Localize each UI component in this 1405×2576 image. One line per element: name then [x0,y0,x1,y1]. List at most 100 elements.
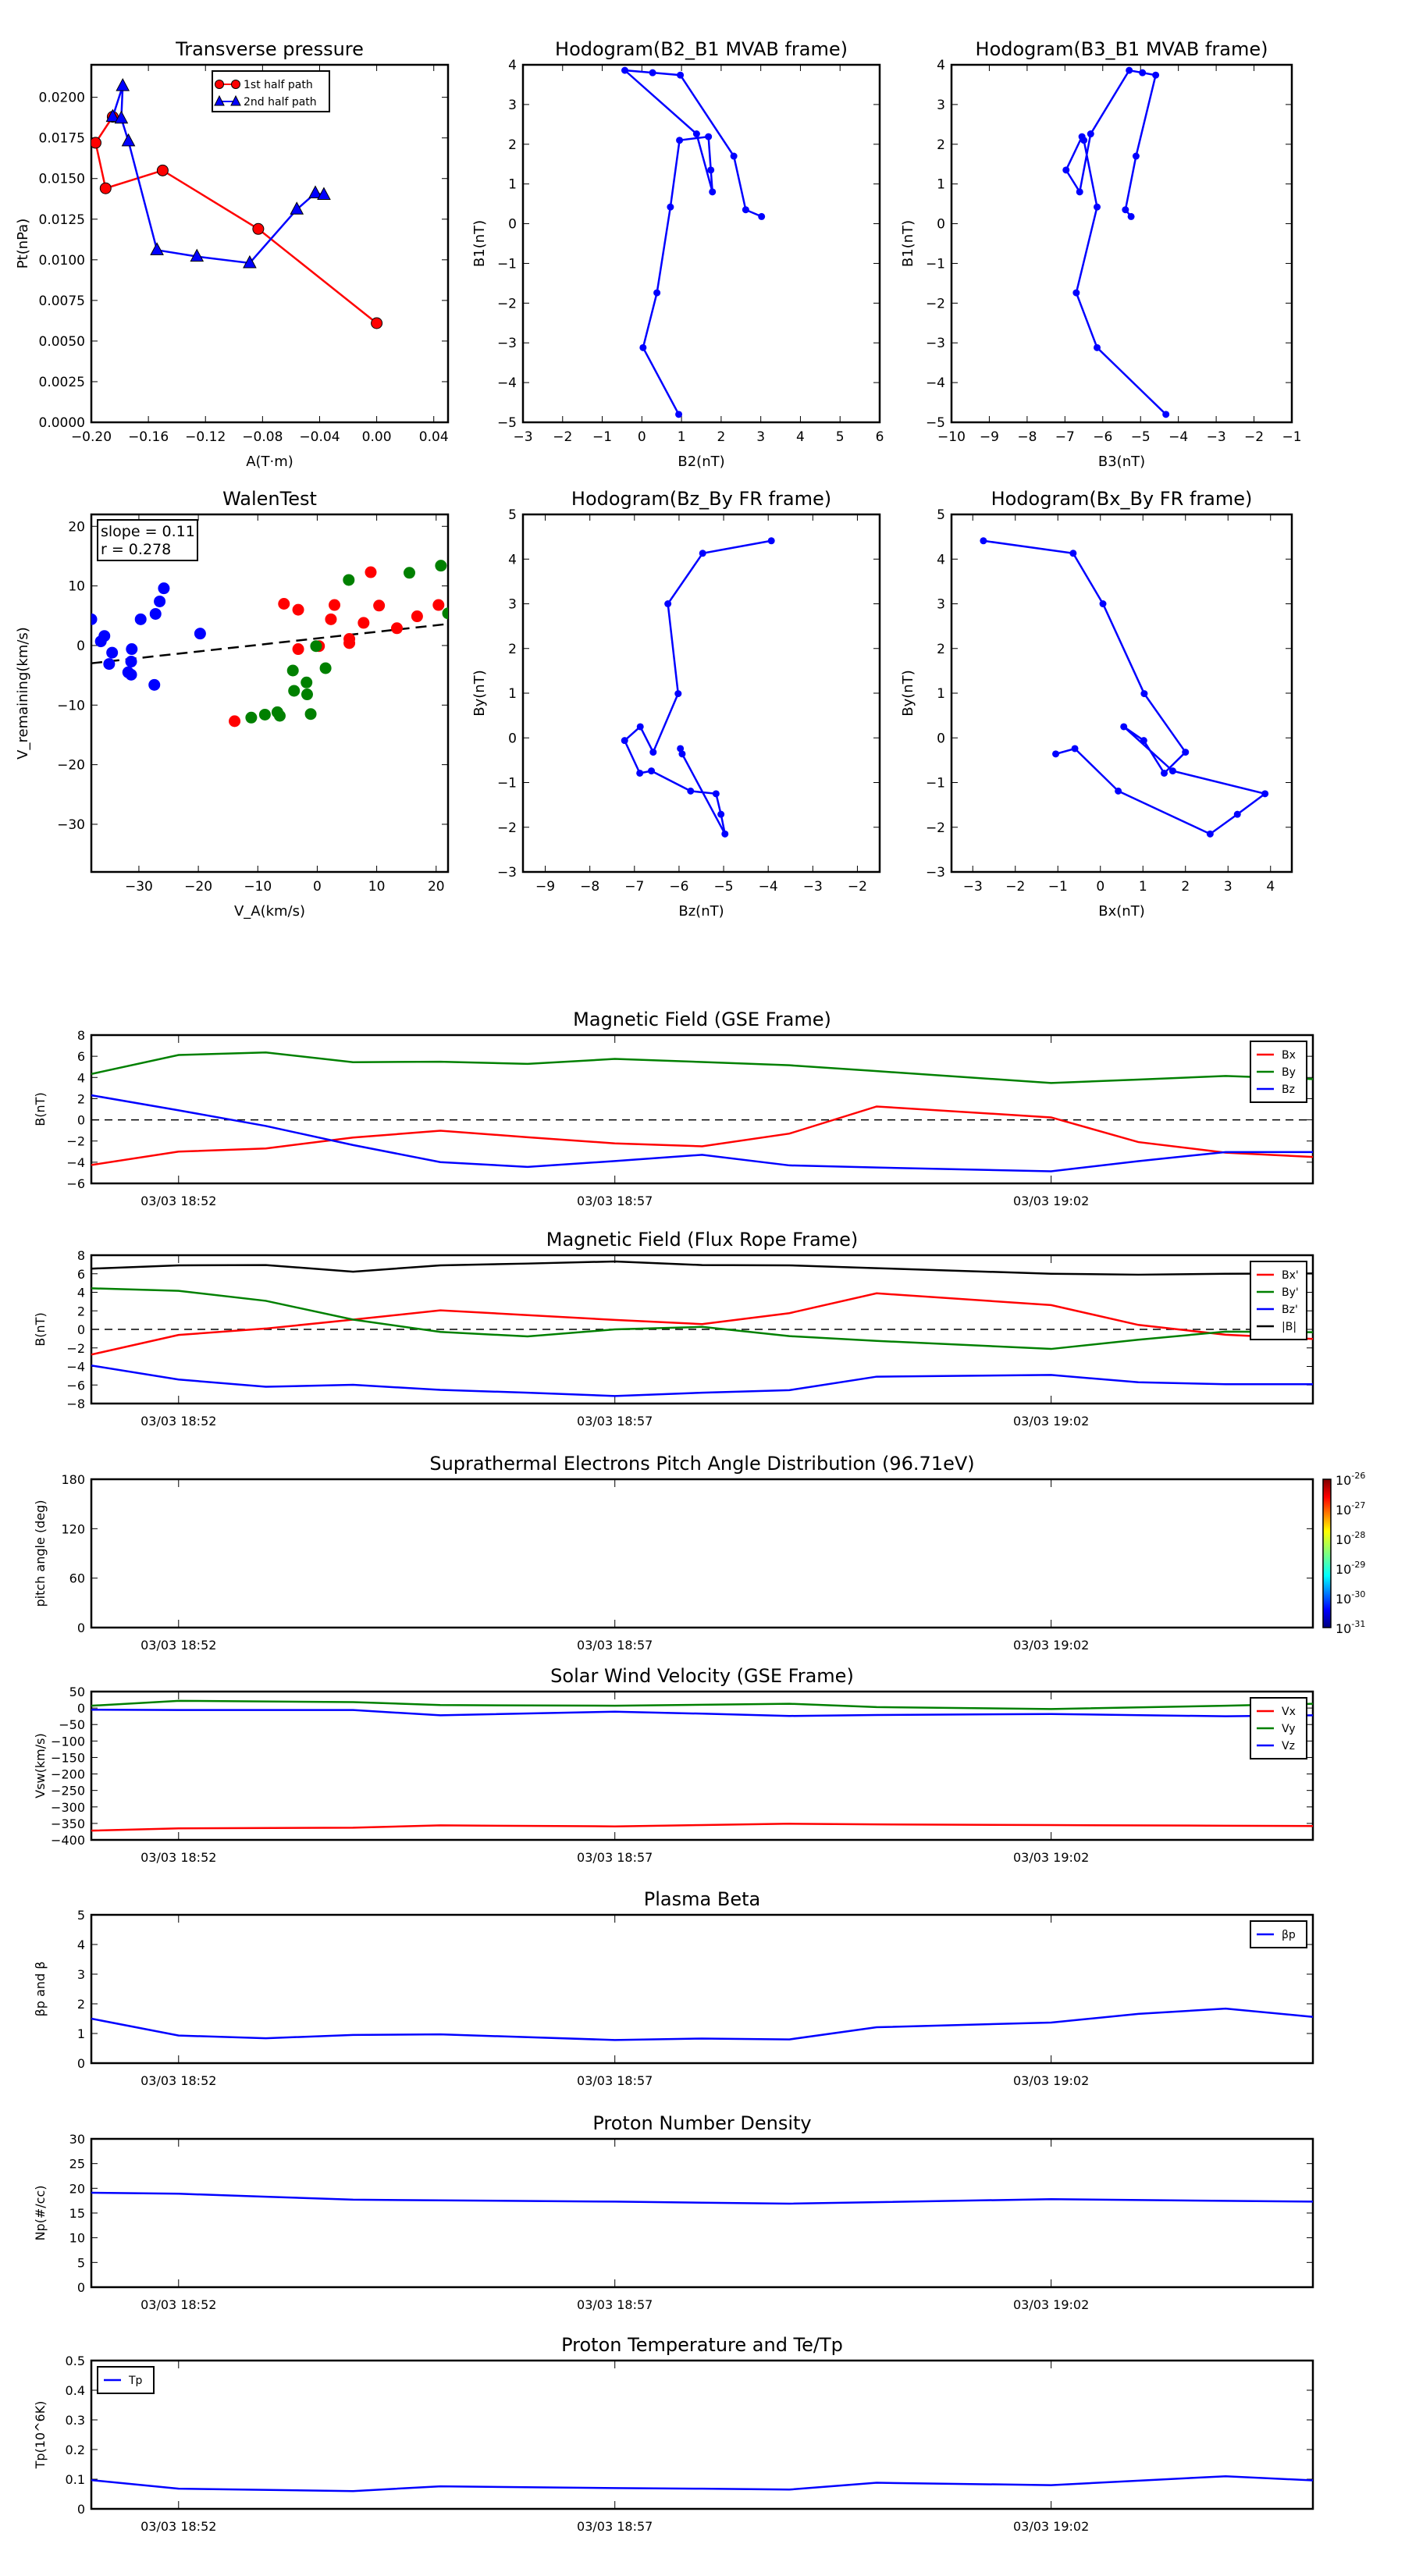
series-y-component [229,566,445,728]
data-point [258,708,271,720]
data-point [648,767,656,775]
series-line [983,539,1268,835]
y-tick-label: 5 [77,2255,85,2270]
colorbar-exponent: -31 [1351,1619,1365,1629]
data-point [442,607,448,620]
legend-label: 2nd half path [244,96,317,109]
legend: Bx By Bz [1250,1041,1307,1103]
colorbar-tick-label: 10-27 [1336,1500,1365,1517]
series-line [623,539,772,834]
x-tick-label: 03/03 19:02 [1013,2297,1089,2312]
data-point [158,582,170,595]
y-tick-label: −5 [497,415,517,431]
chart-title: Hodogram(B2_B1 MVAB frame) [555,38,848,60]
data-point [243,254,257,269]
plot-frame [90,1690,1314,1841]
colorbar-exponent: -28 [1351,1530,1365,1540]
x-tick-label: −3 [513,429,532,445]
x-tick-label: −1 [592,429,612,445]
y-tick-label: 0.0125 [39,212,85,228]
chart-title: Solar Wind Velocity (GSE Frame) [550,1665,854,1687]
y-tick-label: −4 [926,375,945,391]
y-axis-label: Np(#/cc) [33,2186,48,2241]
data-point [99,182,112,194]
y-tick-label: 0 [937,731,945,746]
chart-proton_temperature: Proton Temperature and Te/Tp 0 0.1 0.2 0.3 0.… [33,2334,1314,2534]
plot-frame [90,1034,1314,1185]
data-point [664,600,672,607]
data-point [301,676,313,688]
data-point [319,662,332,674]
y-tick-label: −3 [497,865,517,881]
x-tick-label: 03/03 18:57 [577,2073,653,2088]
series-line-np [91,2191,1314,2205]
y-axis-label: By(nT) [471,670,488,716]
data-point [1233,810,1241,818]
x-tick-label: 03/03 18:52 [140,1638,216,1653]
series-2nd-half-path [105,78,331,269]
series-z-component [245,560,448,724]
plot-frame [90,1478,1314,1629]
data-point [1122,206,1129,214]
data-point [721,830,729,838]
data-point [252,222,265,235]
data-point [636,769,644,777]
chart-proton_density: Proton Number Density 0 5 10 15 20 25 30 03/03 1… [33,2112,1314,2312]
y-tick-label: 4 [508,552,517,568]
y-tick-label: 5 [77,1908,85,1923]
data-point [91,613,98,625]
colorbar-tick-label: 10-31 [1336,1619,1365,1636]
y-tick-label: 4 [937,552,945,568]
data-point [707,166,715,174]
x-tick-label: 03/03 19:02 [1013,1194,1089,1208]
series-line-vy [91,1699,1314,1710]
data-point [1152,71,1160,79]
data-point [649,749,657,756]
data-point [310,640,322,653]
legend-label: Bz [1282,1083,1295,1096]
data-point [125,656,137,668]
y-tick-label: 6 [77,1267,85,1282]
y-tick-label: −4 [66,1155,85,1170]
legend-label: βp [1282,1929,1296,1941]
x-tick-label: −8 [580,879,599,895]
y-tick-label: 1 [77,2026,85,2041]
y-tick-label: 0.4 [66,2383,85,2398]
x-tick-label: 0.00 [362,429,392,445]
data-point [190,248,205,262]
y-tick-label: 0.0075 [39,294,85,309]
y-tick-label: −6 [66,1378,85,1393]
legend-label: Vy [1282,1723,1296,1735]
data-point [150,242,164,255]
legend-marker [214,94,225,106]
series-b2_b1 [621,66,766,418]
y-tick-label: 8 [77,1028,85,1043]
series-line [112,85,325,265]
chart-pitch_angle: Suprathermal Electrons Pitch Angle Distr… [33,1453,1365,1653]
r-text: r = 0.278 [101,541,171,558]
data-point [156,164,169,176]
y-tick-label: 2 [937,642,945,657]
y-tick-label: −300 [51,1800,85,1815]
data-point [699,550,706,557]
x-tick-label: 4 [1266,879,1275,895]
x-tick-label: 03/03 18:52 [140,1414,216,1429]
x-tick-label: −20 [184,879,212,895]
chart-title: WalenTest [222,488,317,510]
x-tick-label: 03/03 18:52 [140,2297,216,2312]
y-tick-label: 180 [61,1472,85,1487]
data-point [1078,133,1086,141]
chart-mag_gse: Magnetic Field (GSE Frame) −6 −4 −2 0 2 4 6 8 03/… [33,1009,1314,1208]
x-tick-label: 3 [756,429,765,445]
y-tick-label: 0.0175 [39,131,85,147]
data-point [403,567,415,579]
y-tick-label: 2 [508,642,517,657]
y-tick-label: −200 [51,1767,85,1782]
y-tick-label: −1 [497,776,517,792]
y-tick-label: 0 [77,1322,85,1337]
x-tick-label: 03/03 18:57 [577,1414,653,1429]
plot-area [1062,66,1170,418]
x-tick-label: 03/03 18:52 [140,2519,216,2534]
y-tick-label: 0.2 [66,2443,85,2457]
y-tick-label: 0.5 [66,2354,85,2368]
